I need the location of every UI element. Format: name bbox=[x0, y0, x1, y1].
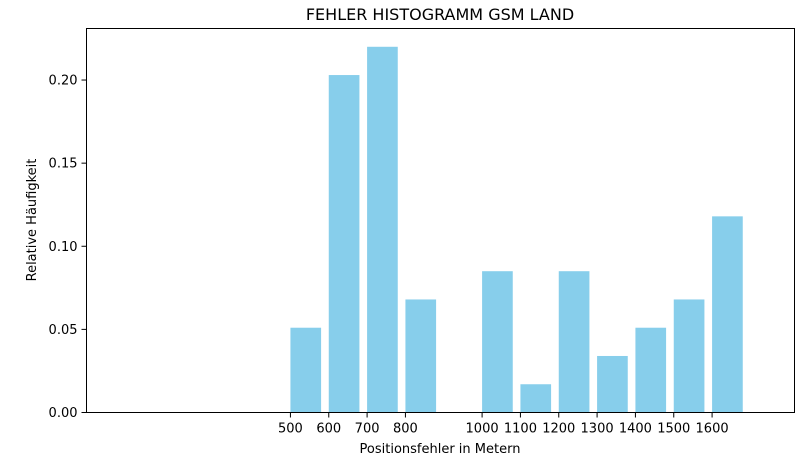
y-tick-label: 0.20 bbox=[49, 74, 78, 89]
bar-500 bbox=[290, 327, 322, 413]
bar-1000 bbox=[482, 271, 513, 413]
x-tick-label: 500 bbox=[278, 422, 303, 437]
x-tick-label: 800 bbox=[393, 422, 418, 437]
plot-frame bbox=[86, 28, 795, 413]
bar-1200 bbox=[558, 271, 590, 413]
bar-800 bbox=[405, 299, 437, 413]
y-tick-label: 0.15 bbox=[49, 157, 78, 172]
x-tick-label: 1100 bbox=[504, 422, 537, 437]
x-tick-label: 700 bbox=[355, 422, 380, 437]
x-tick-label: 600 bbox=[316, 422, 341, 437]
chart-title: FEHLER HISTOGRAMM GSM LAND bbox=[306, 5, 574, 24]
x-tick-label: 1200 bbox=[542, 422, 575, 437]
bar-1500 bbox=[673, 299, 705, 413]
x-tick-label: 1300 bbox=[581, 422, 614, 437]
x-axis-label: Positionsfehler in Metern bbox=[360, 442, 521, 457]
x-tick-label: 1500 bbox=[657, 422, 690, 437]
bar-1400 bbox=[635, 327, 667, 413]
y-axis-ticks: 0.00 0.05 0.10 0.15 0.20 bbox=[49, 74, 87, 421]
bar-1300 bbox=[597, 355, 628, 413]
x-tick-label: 1400 bbox=[619, 422, 652, 437]
x-tick-label: 1600 bbox=[696, 422, 729, 437]
bar-1100 bbox=[520, 384, 552, 413]
bars-group bbox=[290, 46, 743, 413]
y-axis-label: Relative Häufigkeit bbox=[25, 159, 40, 282]
bar-700 bbox=[367, 46, 398, 413]
bar-1600 bbox=[712, 216, 743, 413]
x-tick-label: 1000 bbox=[466, 422, 499, 437]
y-tick-label: 0.10 bbox=[49, 240, 78, 255]
bar-600 bbox=[328, 75, 360, 413]
x-axis-ticks: 500 600 700 800 1000 1100 1200 1300 1400 1500 1600 bbox=[278, 412, 729, 437]
y-tick-label: 0.05 bbox=[49, 323, 78, 338]
y-tick-label: 0.00 bbox=[49, 406, 78, 421]
